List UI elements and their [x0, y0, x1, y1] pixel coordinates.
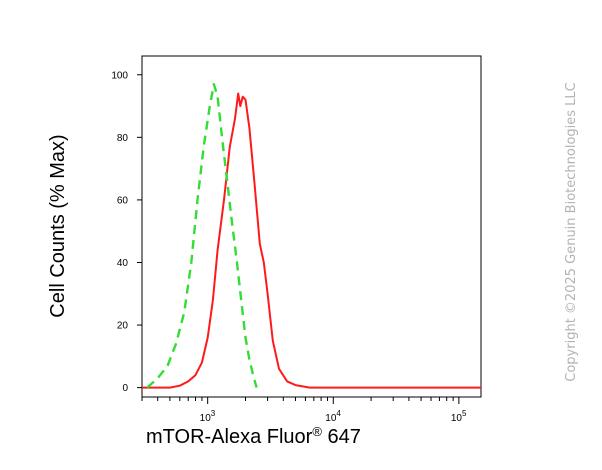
y-tick-label-20: 20	[117, 321, 129, 332]
x-tick-label-10000: 104	[325, 409, 341, 424]
histogram-series-0-solid	[142, 92, 481, 389]
y-tick-label-40: 40	[117, 258, 129, 269]
x-axis-title-registered: ®	[312, 424, 322, 439]
plot-frame	[141, 55, 482, 398]
copyright-watermark: Copyright ©2025 Genuin Biotechnologies L…	[564, 82, 579, 381]
y-tick-label-60: 60	[117, 195, 129, 206]
series-layer	[142, 83, 481, 389]
histogram-series-1-dashed	[146, 83, 258, 389]
y-tick-label-100: 100	[111, 70, 128, 81]
y-axis: 0 20 40 60 80 100	[111, 70, 142, 394]
x-tick-label-100000: 105	[451, 409, 467, 424]
y-tick-label-0: 0	[122, 383, 128, 394]
x-axis-title: mTOR-Alexa Fluor® 647	[146, 424, 361, 448]
x-axis: 103 104 105	[141, 397, 467, 424]
y-axis-title: Cell Counts (% Max)	[47, 134, 69, 317]
x-axis-title-tail: 647	[322, 426, 361, 448]
y-tick-label-80: 80	[117, 133, 129, 144]
x-axis-title-main: mTOR-Alexa Fluor	[146, 426, 313, 448]
x-tick-label-1000: 103	[200, 409, 216, 424]
